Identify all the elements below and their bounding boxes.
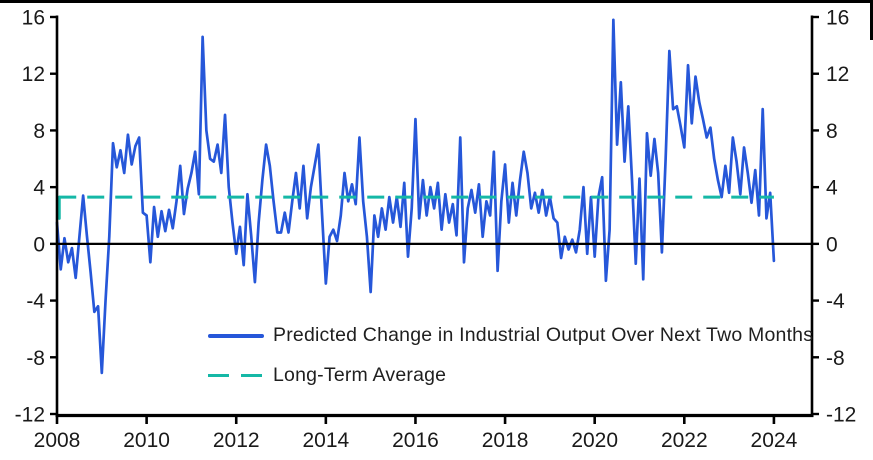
y-axis-label-right: 0: [826, 233, 838, 256]
y-axis-label-left: 16: [22, 7, 45, 30]
y-axis-label-right: 16: [826, 7, 849, 30]
x-axis-label: 2014: [302, 429, 349, 452]
legend-item-long-term-average: Long-Term Average: [208, 363, 813, 388]
x-axis-label: 2008: [34, 429, 81, 452]
legend-label-long-term-average: Long-Term Average: [273, 364, 447, 386]
x-axis-label: 2022: [661, 429, 708, 452]
y-axis-label-right: -4: [826, 290, 845, 313]
x-axis-label: 2012: [213, 429, 260, 452]
y-axis-label-left: 0: [33, 233, 45, 256]
x-axis-label: 2024: [751, 429, 798, 452]
dashed-line-swatch-icon: [208, 373, 264, 378]
x-axis-label: 2018: [482, 429, 529, 452]
y-axis-label-right: 4: [826, 177, 838, 200]
y-axis-label-left: 4: [33, 177, 45, 200]
predicted-change-line: [55, 18, 776, 375]
solid-line-swatch-icon: [208, 333, 264, 338]
y-axis-label-right: 12: [826, 63, 849, 86]
y-axis-label-left: 8: [33, 120, 45, 143]
y-axis-label-left: -4: [26, 290, 45, 313]
y-axis-label-right: -8: [826, 347, 845, 370]
image-right-border-fragment: [870, 0, 873, 40]
y-axis-label-right: -12: [826, 404, 856, 427]
image-top-border: [0, 0, 873, 3]
legend-item-predicted-change: Predicted Change in Industrial Output Ov…: [208, 323, 813, 348]
y-axis-label-right: 8: [826, 120, 838, 143]
x-axis-label: 2020: [571, 429, 618, 452]
y-axis-label-left: -12: [15, 404, 45, 427]
x-axis-label: 2016: [392, 429, 439, 452]
x-axis-label: 2010: [123, 429, 170, 452]
y-axis-label-left: 12: [22, 63, 45, 86]
legend: Predicted Change in Industrial Output Ov…: [208, 323, 813, 403]
legend-label-predicted-change: Predicted Change in Industrial Output Ov…: [273, 324, 814, 346]
y-axis-label-left: -8: [26, 347, 45, 370]
